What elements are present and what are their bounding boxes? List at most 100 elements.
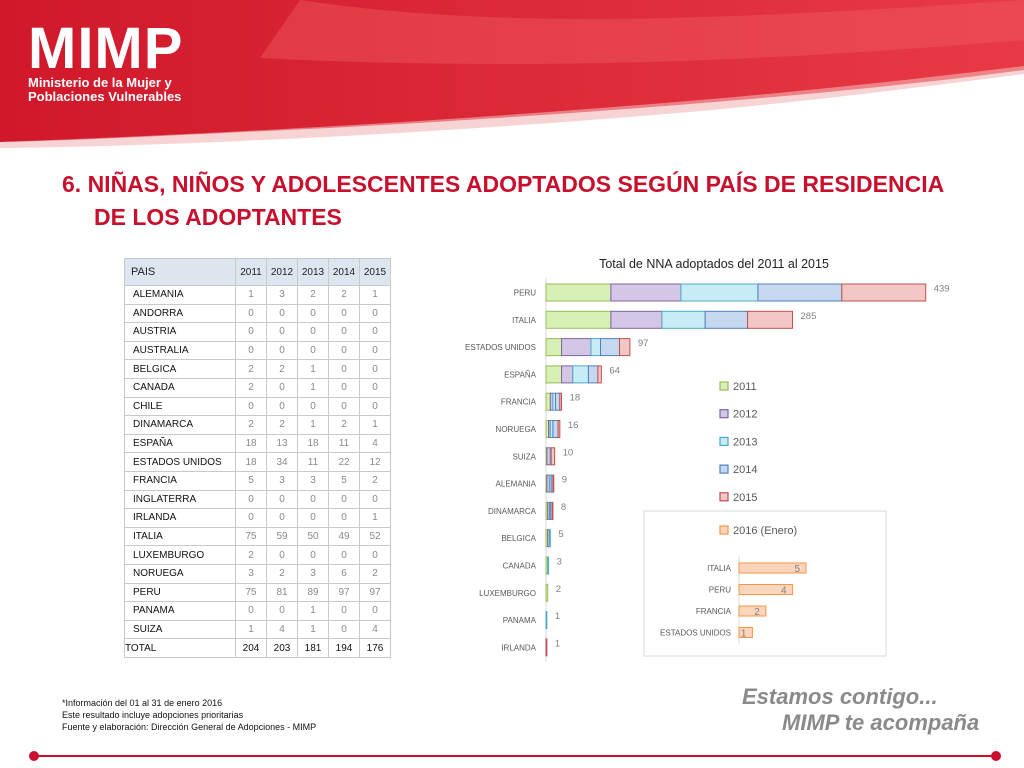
value-cell: 22 <box>328 452 360 472</box>
value-cell: 0 <box>266 377 298 398</box>
page-title-line2: DE LOS ADOPTANTES <box>94 204 342 230</box>
column-header: 2014 <box>328 258 360 286</box>
total-data-label: 16 <box>568 420 579 431</box>
value-cell: 0 <box>297 489 329 510</box>
value-cell: 1 <box>297 377 329 398</box>
value-cell: 0 <box>297 303 329 324</box>
column-header: 2012 <box>266 258 298 286</box>
country-cell: ESTADOS UNIDOS <box>124 452 236 472</box>
table-row: BELGICA 2 2 1 0 0 <box>124 359 391 379</box>
chart-title: Total de NNA adoptados del 2011 al 2015 <box>599 257 829 271</box>
category-label: LUXEMBURGO <box>479 589 536 598</box>
table-row: ALEMANIA 1 3 2 2 1 <box>124 285 391 305</box>
bar-segment-2013 <box>661 310 706 329</box>
bar-segment-2015 <box>550 447 556 466</box>
header-banner <box>0 0 1024 148</box>
value-cell: 0 <box>266 303 298 324</box>
value-cell: 34 <box>266 452 298 472</box>
value-cell: 18 <box>235 433 267 454</box>
country-cell: AUSTRALIA <box>124 340 236 361</box>
bar-segment-2011 <box>545 392 551 411</box>
page-title-line1: 6. NIÑAS, NIÑOS Y ADOLESCENTES ADOPTADOS… <box>62 171 945 197</box>
value-cell: 0 <box>359 377 391 398</box>
legend-label: 2016 (Enero) <box>733 525 797 537</box>
country-cell: DINAMARCA <box>124 415 236 435</box>
bar-segment-2013 <box>572 365 589 384</box>
value-cell: 1 <box>297 359 329 379</box>
table-row: CANADA 2 0 1 0 0 <box>124 377 391 398</box>
value-cell: 13 <box>266 433 298 454</box>
legend-label: 2015 <box>733 492 757 504</box>
value-cell: 5 <box>328 470 360 491</box>
bar-segment-2015 <box>551 501 554 520</box>
value-cell: 0 <box>266 545 298 565</box>
inset-category-label: FRANCIA <box>696 607 732 616</box>
slogan-line1: Estamos contigo... <box>742 684 938 709</box>
total-data-label: 97 <box>638 338 649 349</box>
value-cell: 0 <box>266 508 298 528</box>
column-header: 2011 <box>235 258 267 286</box>
table-row: PANAMA 0 0 1 0 0 <box>124 601 391 621</box>
bar-segment-2012 <box>561 338 592 357</box>
table-row: LUXEMBURGO 2 0 0 0 0 <box>124 545 391 565</box>
legend-label: 2011 <box>733 381 757 393</box>
value-cell: 97 <box>359 582 391 603</box>
value-cell: 0 <box>328 508 360 528</box>
category-label: DINAMARCA <box>488 507 537 516</box>
table-row: AUSTRIA 0 0 0 0 0 <box>124 322 391 342</box>
value-cell: 0 <box>297 340 329 361</box>
bar-segment-2014 <box>599 338 621 357</box>
value-cell: 0 <box>328 359 360 379</box>
logo-subtitle-line1: Ministerio de la Mujer y <box>28 75 172 90</box>
value-cell: 75 <box>235 526 267 547</box>
value-cell: 0 <box>359 545 391 565</box>
category-label: IRLANDA <box>501 643 536 652</box>
total-cell: 204 <box>235 638 267 658</box>
total-data-label: 5 <box>558 529 563 540</box>
value-cell: 50 <box>297 526 329 547</box>
page-title: 6. NIÑAS, NIÑOS Y ADOLESCENTES ADOPTADOS… <box>62 168 982 234</box>
bar-segment-2011 <box>545 283 612 302</box>
inset-chart-frame <box>643 510 887 657</box>
value-cell: 0 <box>266 340 298 361</box>
bar-segment-2014 <box>555 392 561 411</box>
category-label: BELGICA <box>501 534 536 543</box>
value-cell: 5 <box>235 470 267 491</box>
value-cell: 2 <box>266 563 298 584</box>
logo-subtitle: Ministerio de la Mujer y Poblaciones Vul… <box>28 76 181 104</box>
legend-swatch <box>719 464 729 474</box>
logo-text: MIMP <box>28 16 184 81</box>
note-line: Este resultado incluye adopciones priori… <box>62 710 244 720</box>
bar-segment-2012 <box>561 365 574 384</box>
inset-category-label: PERU <box>709 586 731 595</box>
value-cell: 4 <box>359 619 391 640</box>
value-cell: 0 <box>359 322 391 342</box>
value-cell: 0 <box>328 340 360 361</box>
total-data-label: 285 <box>801 311 817 322</box>
table-row: IRLANDA 0 0 0 0 1 <box>124 508 391 528</box>
table-row: INGLATERRA 0 0 0 0 0 <box>124 489 391 510</box>
value-cell: 0 <box>359 489 391 510</box>
table-header-row: PAIS 2011 2012 2013 2014 2015 <box>124 258 391 286</box>
country-cell: PANAMA <box>124 601 236 621</box>
value-cell: 1 <box>359 508 391 528</box>
total-label: TOTAL <box>124 638 236 658</box>
value-cell: 0 <box>328 303 360 324</box>
footer-notes: *Información del 01 al 31 de enero 2016 … <box>62 697 316 733</box>
value-cell: 2 <box>235 545 267 565</box>
legend-label: 2012 <box>733 409 757 421</box>
bar-segment-2013 <box>548 529 551 548</box>
bar-segment-2015 <box>545 638 548 657</box>
value-cell: 59 <box>266 526 298 547</box>
inset-category-label: ITALIA <box>707 564 732 573</box>
table-row: AUSTRALIA 0 0 0 0 0 <box>124 340 391 361</box>
bar-segment-2012 <box>546 447 551 466</box>
value-cell: 3 <box>297 563 329 584</box>
value-cell: 2 <box>266 415 298 435</box>
value-cell: 52 <box>359 526 391 547</box>
value-cell: 0 <box>297 322 329 342</box>
value-cell: 2 <box>328 285 360 305</box>
legend-swatch <box>719 525 729 535</box>
bar-segment-2014 <box>587 365 599 384</box>
table-row: CHILE 0 0 0 0 0 <box>124 396 391 417</box>
